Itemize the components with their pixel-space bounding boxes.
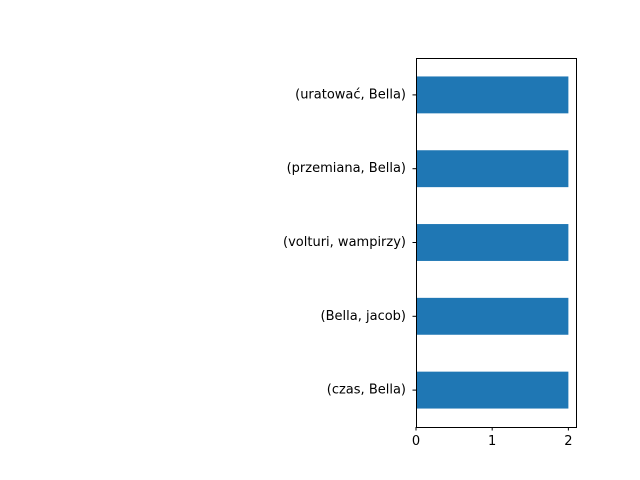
y-tick-label: (czas, Bella) [327,383,406,398]
x-axis-ticks: 0 1 2 [412,427,573,449]
y-axis-ticks: (czas, Bella) (Bella, jacob) (volturi, wam… [283,87,416,398]
bar [416,297,569,335]
y-tick-label: (volturi, wampirzy) [283,235,406,250]
plot-frame [416,58,577,428]
bars-group [416,76,569,409]
x-tick-label: 0 [412,434,420,449]
bar [416,76,569,114]
y-tick-label: (przemiana, Bella) [287,161,406,176]
bar [416,224,569,261]
x-tick-label: 1 [488,434,496,449]
bar [416,150,569,188]
y-tick-label: (uratować, Bella) [295,87,406,102]
x-tick-label: 2 [564,434,572,449]
bar [416,371,569,409]
y-tick-label: (Bella, jacob) [321,309,406,324]
